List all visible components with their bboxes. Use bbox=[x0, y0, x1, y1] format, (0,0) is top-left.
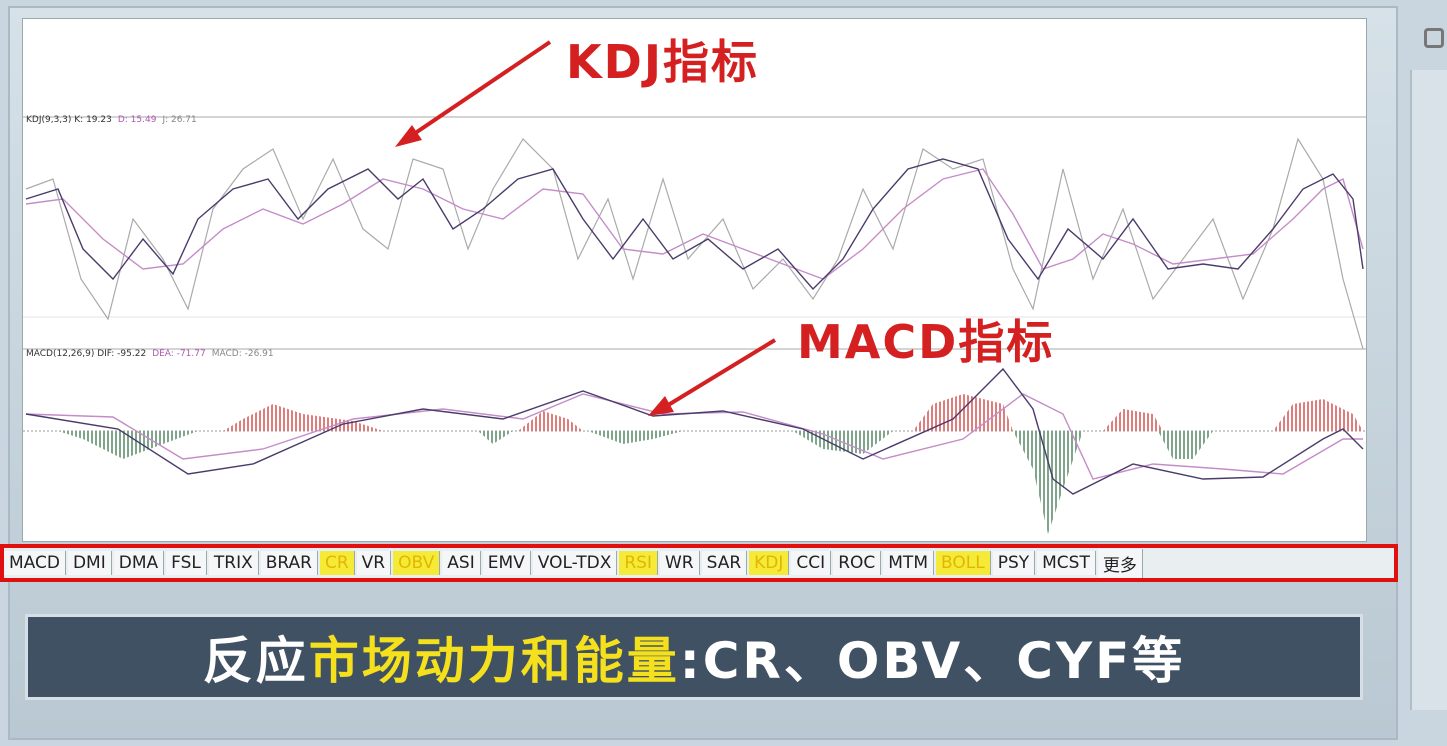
caption: 反应 市场动力和能量:CR、OBV、CYF等 bbox=[25, 614, 1363, 700]
dif-line bbox=[25, 367, 1364, 495]
macd-header: MACD(12,26,9) DIF: -95.22 DEA: -71.77 MACD… bbox=[26, 349, 280, 359]
caption-text: 反应 bbox=[202, 632, 309, 690]
indicator-tab[interactable]: VR bbox=[356, 551, 392, 575]
indicator-tab[interactable]: WR bbox=[659, 551, 700, 575]
macd-value: DEA: -71.77 bbox=[152, 349, 206, 359]
caption-text: 市场动力和能量 bbox=[308, 632, 680, 690]
macd-hist bbox=[1013, 431, 1083, 534]
indicator-tab[interactable]: ROC bbox=[833, 551, 882, 575]
d-line bbox=[25, 168, 1364, 280]
indicator-tab[interactable]: VOL-TDX bbox=[532, 551, 618, 575]
indicator-tab[interactable]: MACD bbox=[4, 551, 66, 575]
chart-panel: KDJ(9,3,3) K: 19.23 D: 15.49 J: 26.71 MACD… bbox=[22, 18, 1367, 542]
macd-value: MACD(12,26,9) DIF: -95.22 bbox=[26, 349, 147, 359]
macd-hist bbox=[223, 404, 383, 431]
indicator-tab[interactable]: ASI bbox=[442, 551, 481, 575]
indicator-tab[interactable]: EMV bbox=[482, 551, 531, 575]
indicator-chart bbox=[23, 116, 1366, 534]
indicator-tab[interactable]: SAR bbox=[701, 551, 748, 575]
macd-hist bbox=[913, 394, 1013, 431]
indicator-tab[interactable]: BRAR bbox=[260, 551, 318, 575]
macd-hist bbox=[588, 431, 683, 444]
kdj-value: D: 15.49 bbox=[117, 115, 157, 125]
macd-hist bbox=[478, 431, 513, 444]
indicator-tab[interactable]: OBV bbox=[393, 551, 441, 575]
j-line bbox=[25, 137, 1364, 350]
indicator-tab[interactable]: MCST bbox=[1037, 551, 1096, 575]
macd-hist bbox=[1158, 431, 1213, 459]
macd-hist bbox=[58, 431, 198, 459]
side-panel bbox=[1410, 70, 1447, 710]
macd-hist bbox=[518, 411, 583, 431]
indicator-tab[interactable]: PSY bbox=[992, 551, 1036, 575]
macd-hist bbox=[1103, 409, 1163, 431]
lock-icon[interactable] bbox=[1424, 28, 1444, 48]
indicator-tab[interactable]: MTM bbox=[883, 551, 934, 575]
macd-value: MACD: -26.91 bbox=[211, 349, 274, 359]
kdj-annotation: KDJ指标 bbox=[566, 35, 759, 89]
indicator-tab[interactable]: BOLL bbox=[936, 551, 991, 575]
indicator-tab[interactable]: CCI bbox=[791, 551, 832, 575]
indicator-tabs: MACD DMI DMA FSL TRIX BRAR CR VR OBV ASI EMV VOL-TD… bbox=[0, 544, 1398, 582]
macd-hist bbox=[1273, 399, 1363, 431]
indicator-tab[interactable]: KDJ bbox=[749, 551, 790, 575]
indicator-tab[interactable]: RSI bbox=[619, 551, 658, 575]
indicator-tab[interactable]: TRIX bbox=[208, 551, 259, 575]
indicator-tab[interactable]: FSL bbox=[166, 551, 207, 575]
k-line bbox=[25, 158, 1364, 291]
kdj-value: KDJ(9,3,3) K: 19.23 bbox=[26, 115, 112, 125]
dea-line bbox=[25, 393, 1363, 480]
caption-text: :CR、OBV、CYF等 bbox=[679, 632, 1186, 690]
indicator-tab[interactable]: 更多 bbox=[1097, 548, 1143, 578]
indicator-tab[interactable]: DMI bbox=[67, 551, 112, 575]
kdj-header: KDJ(9,3,3) K: 19.23 D: 15.49 J: 26.71 bbox=[26, 115, 203, 125]
macd-annotation: MACD指标 bbox=[797, 315, 1055, 369]
kdj-value: J: 26.71 bbox=[162, 115, 197, 125]
indicator-tab[interactable]: CR bbox=[319, 551, 355, 575]
indicator-tab[interactable]: DMA bbox=[113, 551, 165, 575]
